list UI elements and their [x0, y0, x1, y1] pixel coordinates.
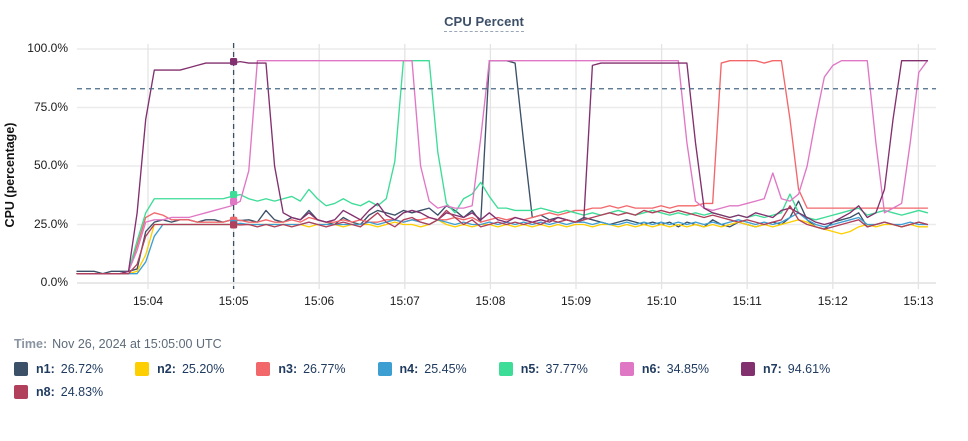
- legend-colon: :: [656, 362, 661, 376]
- time-row: Time: Nov 26, 2024 at 15:05:00 UTC: [14, 337, 954, 351]
- legend-series-value: 26.72%: [60, 362, 104, 376]
- x-tick-label: 15:11: [732, 294, 762, 308]
- legend-row: n1:26.72% n2:25.20% n3:26.77% n4:25.45% n5:3…: [14, 362, 954, 385]
- legend-series-name: n7: [763, 362, 778, 376]
- chart-svg: [76, 43, 936, 289]
- legend-swatch-icon: [741, 362, 756, 376]
- series-line-n1: [76, 60, 929, 275]
- legend-series-value: 34.85%: [666, 362, 710, 376]
- x-tick-label: 15:08: [475, 294, 506, 308]
- legend-series-value: 94.61%: [787, 362, 831, 376]
- legend-swatch-icon: [498, 362, 513, 376]
- x-tick-label: 15:06: [304, 294, 335, 308]
- time-label: Time:: [14, 337, 48, 351]
- x-tick-label: 15:13: [903, 294, 934, 308]
- legend-series-value: 25.20%: [181, 362, 225, 376]
- legend-item-n2[interactable]: n2:25.20%: [135, 362, 224, 376]
- legend-colon: :: [777, 362, 782, 376]
- series-line-n8: [76, 205, 929, 275]
- legend-colon: :: [535, 362, 540, 376]
- legend-item-n5[interactable]: n5:37.77%: [498, 362, 588, 376]
- legend-colon: :: [50, 385, 55, 399]
- legend-swatch-icon: [135, 362, 150, 376]
- legend-swatch-icon: [14, 385, 28, 399]
- cursor-marker-n6: [230, 197, 238, 206]
- legend-series-value: 26.77%: [303, 362, 346, 376]
- legend-item-n1[interactable]: n1:26.72%: [14, 362, 103, 376]
- legend-colon: :: [414, 362, 419, 376]
- legend-item-n3[interactable]: n3:26.77%: [256, 362, 346, 376]
- y-tick-label: 100.0%: [27, 41, 68, 55]
- legend-item-n8[interactable]: n8:24.83%: [14, 385, 103, 399]
- chart-title-text: CPU Percent: [444, 14, 524, 32]
- legend-series-name: n4: [399, 362, 415, 376]
- x-tick-label: 15:09: [560, 294, 592, 308]
- y-tick-label: 75.0%: [33, 99, 68, 114]
- legend-series-name: n8: [36, 385, 51, 399]
- legend-item-n6[interactable]: n6:34.85%: [619, 362, 710, 376]
- y-tick-label: 25.0%: [33, 216, 68, 231]
- legend-colon: :: [292, 362, 298, 376]
- legend-series-name: n2: [157, 362, 172, 376]
- legend-colon: :: [171, 362, 176, 376]
- series-line-n5: [76, 60, 929, 275]
- x-tick-label: 15:04: [132, 294, 164, 308]
- series-line-n6: [76, 60, 929, 275]
- x-tick-label: 15:05: [218, 294, 249, 308]
- cursor-marker-n8: [230, 221, 238, 229]
- cursor-marker-n5: [230, 191, 238, 199]
- legend-colon: :: [50, 362, 55, 376]
- page-title: CPU Percent: [0, 14, 968, 32]
- legend-series-value: 25.45%: [424, 362, 467, 376]
- x-tick-label: 15:12: [817, 294, 848, 308]
- legend-series-name: n5: [520, 362, 536, 376]
- x-tick-label: 15:07: [389, 294, 420, 308]
- x-tick-label: 15:10: [646, 294, 677, 308]
- legend-series-name: n6: [641, 362, 657, 376]
- time-value: Nov 26, 2024 at 15:05:00 UTC: [52, 337, 222, 351]
- y-tick-label: 50.0%: [33, 158, 68, 172]
- series-line-n3: [76, 60, 929, 275]
- plot-area[interactable]: 0.0% 25.0% 50.0% 75.0% 100.0% 15:04 15:05 15:06…: [0, 0, 968, 320]
- series-line-n2: [76, 219, 929, 275]
- legend-series-name: n3: [278, 362, 293, 376]
- legend-item-n4[interactable]: n4:25.45%: [377, 362, 467, 376]
- legend-swatch-icon: [619, 362, 634, 376]
- tooltip-readout: Time: Nov 26, 2024 at 15:05:00 UTC n1:26.…: [14, 337, 954, 408]
- legend-series-name: n1: [36, 362, 51, 376]
- legend-swatch-icon: [377, 362, 392, 376]
- series-line-n7: [76, 60, 929, 275]
- legend: n1:26.72% n2:25.20% n3:26.77% n4:25.45% n5:3…: [14, 362, 954, 408]
- legend-item-n7[interactable]: n7:94.61%: [741, 362, 830, 376]
- cursor-marker-n7: [230, 58, 238, 66]
- legend-series-value: 37.77%: [545, 362, 588, 376]
- legend-swatch-icon: [14, 362, 28, 376]
- legend-swatch-icon: [256, 362, 271, 376]
- y-tick-label: 0.0%: [40, 275, 68, 289]
- legend-row: n8:24.83%: [14, 385, 954, 408]
- legend-series-value: 24.83%: [60, 385, 104, 399]
